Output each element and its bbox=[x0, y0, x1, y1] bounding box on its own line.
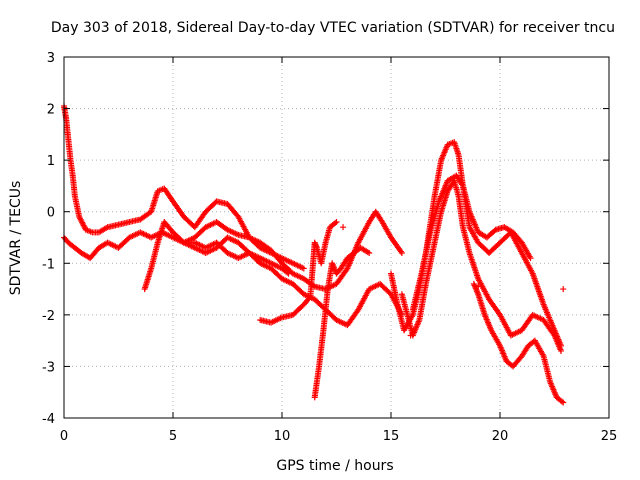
series-track-i bbox=[470, 280, 567, 406]
y-tick-label: -2 bbox=[42, 309, 55, 324]
series-track-e bbox=[257, 219, 340, 326]
data-point bbox=[340, 224, 347, 231]
data-points bbox=[61, 102, 567, 406]
data-point bbox=[300, 265, 307, 272]
data-point bbox=[558, 347, 565, 354]
x-tick-label: 5 bbox=[169, 429, 177, 444]
y-tick-label: 1 bbox=[47, 154, 55, 169]
y-tick-label: -3 bbox=[42, 360, 55, 375]
y-axis-label: SDTVAR / TECUs bbox=[8, 181, 24, 296]
data-point bbox=[333, 219, 340, 226]
y-tick-label: -1 bbox=[42, 257, 55, 272]
series-stray-points bbox=[340, 224, 567, 339]
x-tick-label: 0 bbox=[60, 429, 68, 444]
x-tick-label: 25 bbox=[601, 429, 618, 444]
series-track-f bbox=[311, 244, 373, 401]
x-tick-label: 20 bbox=[492, 429, 509, 444]
data-point bbox=[366, 249, 373, 256]
y-tick-label: -4 bbox=[42, 412, 55, 427]
data-point bbox=[407, 332, 414, 339]
x-tick-label: 10 bbox=[274, 429, 291, 444]
y-tick-label: 2 bbox=[47, 103, 55, 118]
x-axis-label: GPS time / hours bbox=[276, 458, 393, 474]
data-point bbox=[306, 295, 313, 302]
data-point bbox=[560, 286, 567, 293]
x-tick-label: 15 bbox=[383, 429, 400, 444]
series-track-b bbox=[61, 229, 405, 329]
plot-frame bbox=[63, 56, 610, 419]
series-track-j bbox=[409, 172, 534, 313]
data-point bbox=[560, 399, 567, 406]
data-point bbox=[558, 398, 565, 405]
data-point bbox=[398, 249, 405, 256]
y-tick-label: 0 bbox=[47, 206, 55, 221]
axis-ticks: 0 5 10 15 20 25 -4 -3 -2 -1 0 1 2 3 bbox=[42, 51, 617, 444]
series-track-h bbox=[398, 177, 565, 354]
data-point bbox=[332, 220, 339, 227]
chart-title: Day 303 of 2018, Sidereal Day-to-day VTE… bbox=[51, 20, 615, 36]
data-point bbox=[475, 283, 482, 290]
series-track-c bbox=[141, 219, 292, 293]
data-point bbox=[527, 255, 534, 262]
grid-lines bbox=[64, 57, 609, 418]
y-tick-label: 3 bbox=[47, 51, 55, 66]
